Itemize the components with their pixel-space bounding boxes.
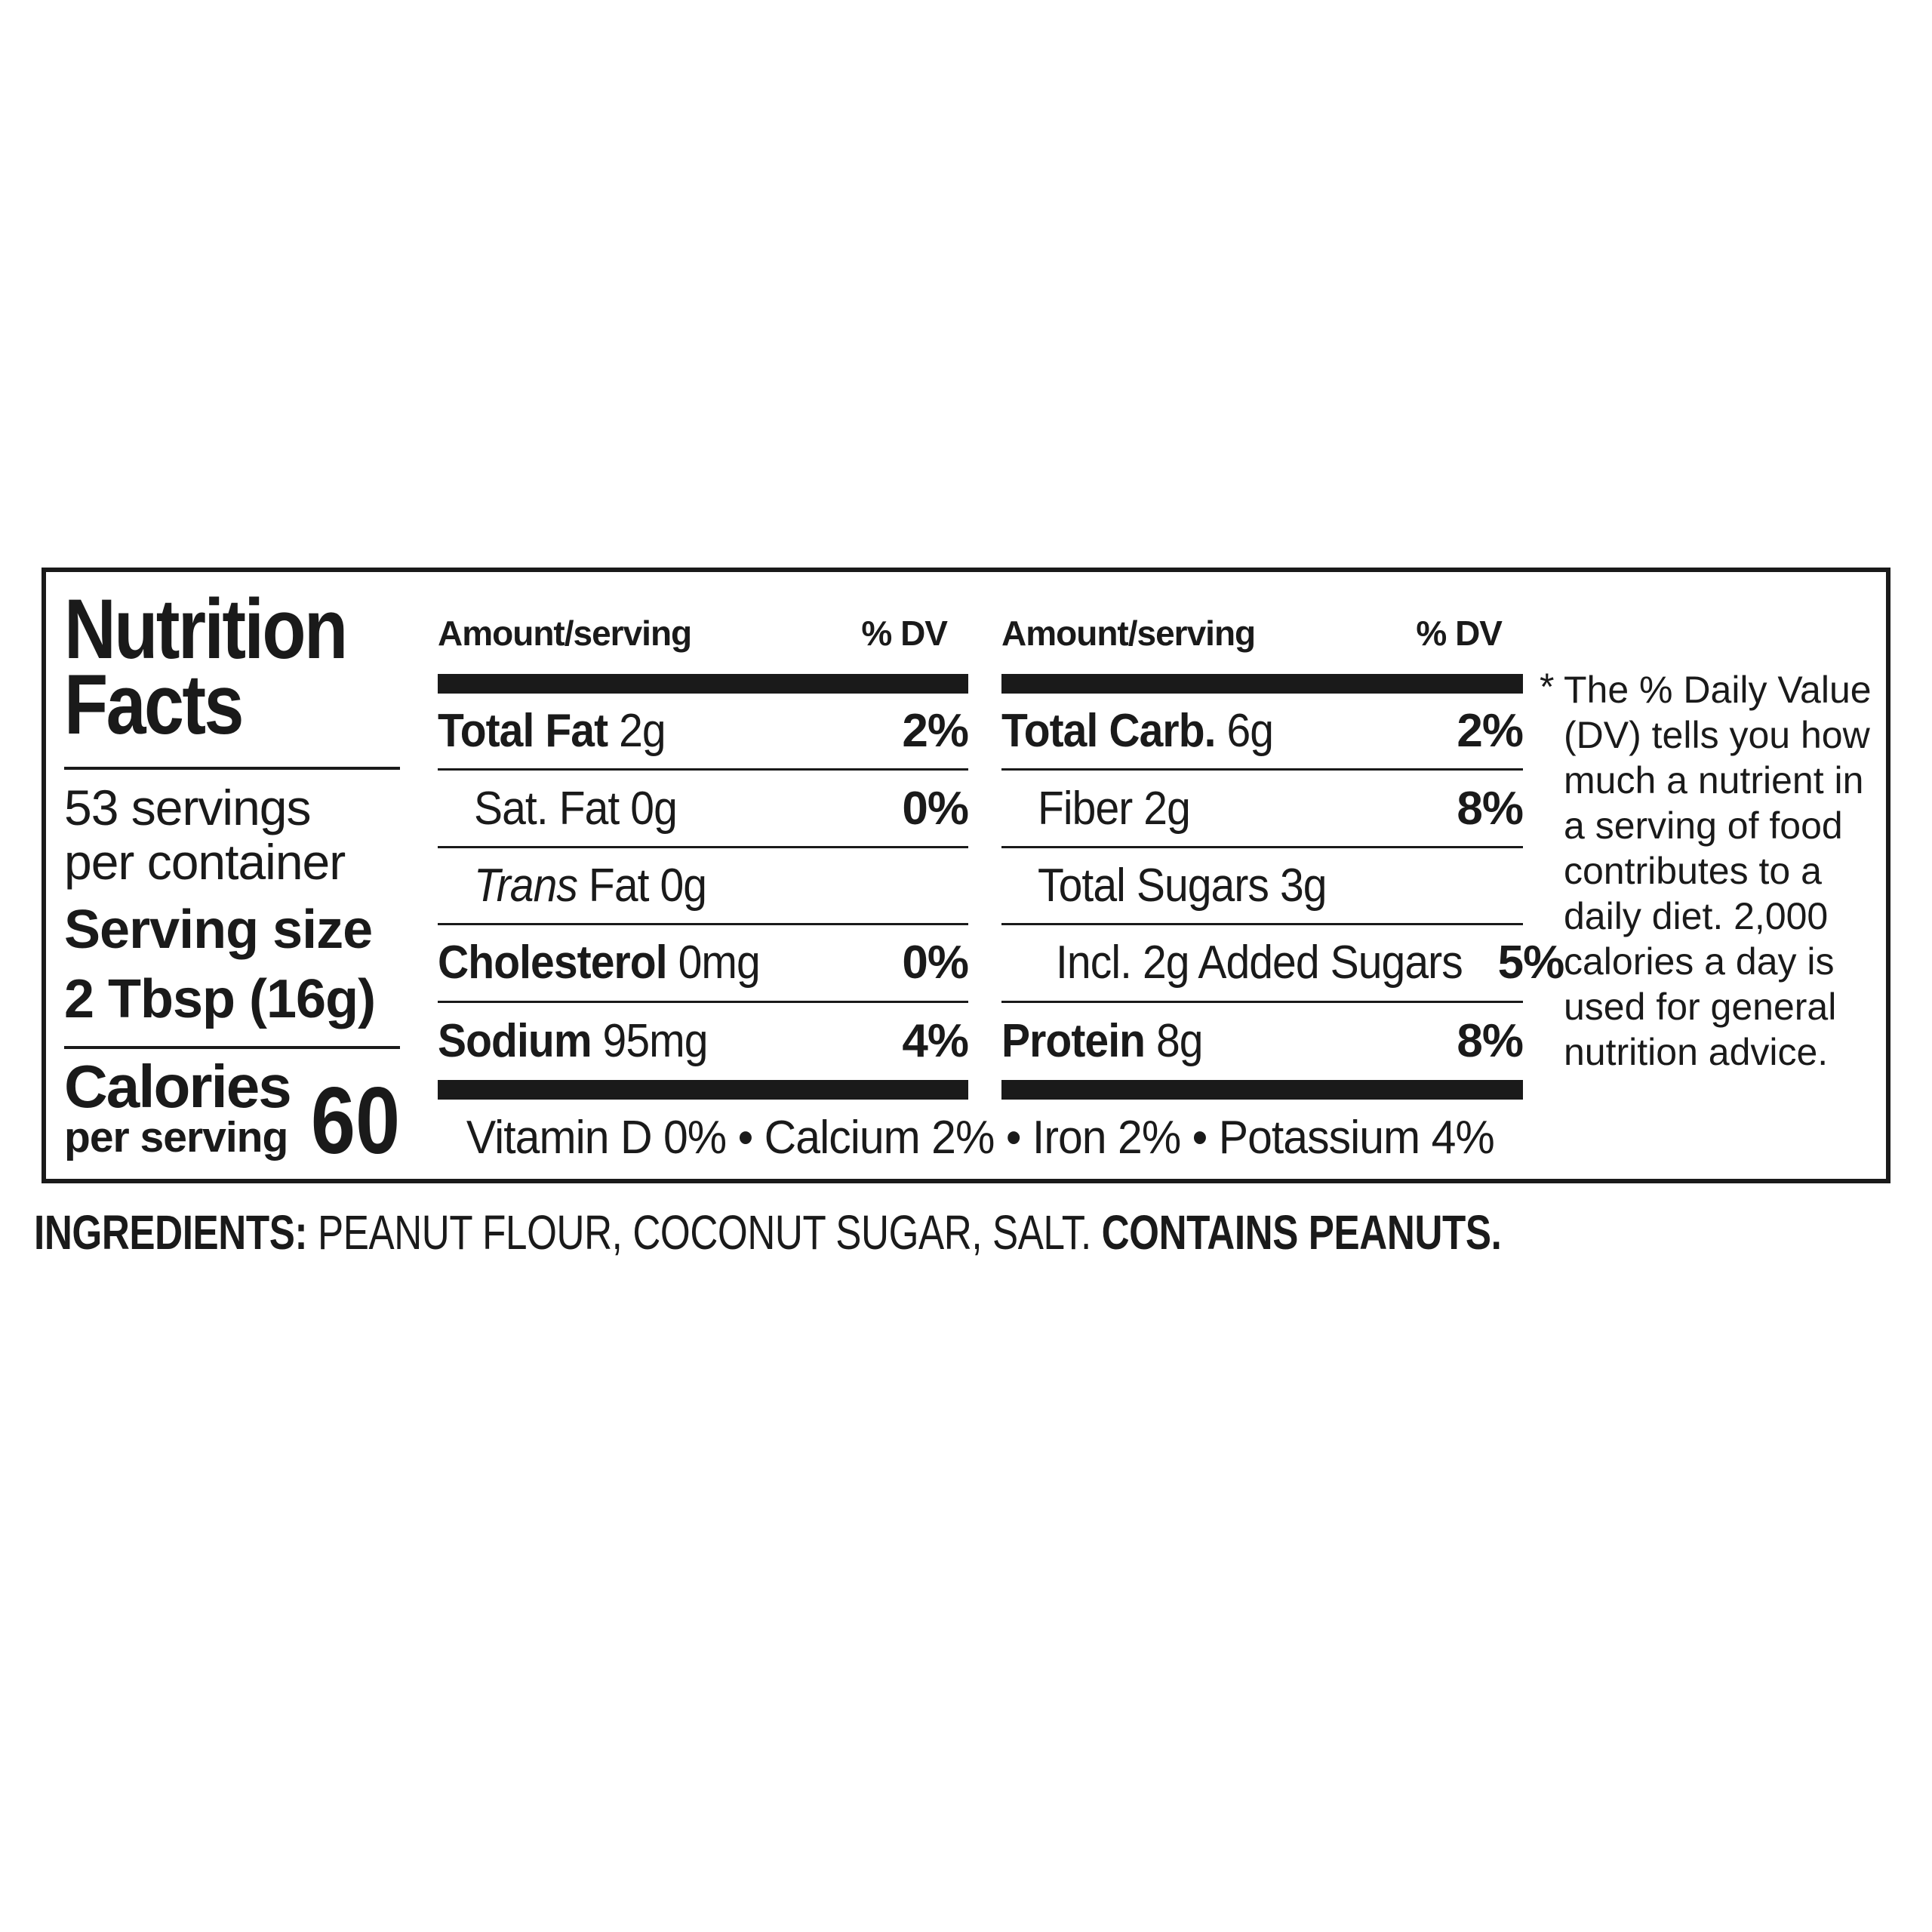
micronutrients-text: Vitamin D 0% • Calcium 2% • Iron 2% • Po… (466, 1111, 1495, 1164)
nutrient-dv-value: 2% (902, 705, 969, 758)
nutrient-row: Incl. 2g Added Sugars 5% (1001, 925, 1564, 1003)
separator-bar (438, 1079, 968, 1100)
nutrient-row: Sodium 95mg 4% (438, 1003, 969, 1080)
nutrient-dv-value: 0% (902, 782, 969, 835)
nutrient-row: Protein 8g 8% (1001, 1003, 1524, 1080)
nutrient-name: Total Fat 2g (438, 705, 666, 758)
nutrient-name: Sodium 95mg (438, 1015, 708, 1068)
separator-bar (1001, 1079, 1523, 1100)
calories-row: Calories per serving 60 (64, 1053, 400, 1174)
nutrient-row: Sat. Fat 0g 0% (438, 771, 969, 848)
calories-label: Calories (64, 1053, 292, 1120)
allergen-statement: CONTAINS PEANUTS. (1101, 1205, 1502, 1260)
servings-per-container: 53 servings per container (64, 780, 346, 890)
nutrient-row: Fiber 2g 8% (1001, 771, 1524, 848)
nutrient-dv-value: 8% (1457, 782, 1524, 835)
nutrient-name: Total Sugars 3g (1038, 859, 1327, 912)
nutrient-dv-value: 2% (1457, 705, 1524, 758)
calories-label-block: Calories per serving (64, 1053, 292, 1161)
nutrient-name: Incl. 2g Added Sugars (1056, 937, 1463, 989)
nutrient-column-1: Amount/serving % DV Total Fat 2g 2% Sat. F… (438, 572, 969, 1100)
column-header: Amount/serving % DV (1001, 572, 1523, 674)
daily-value-footnote: * The % Daily Value (DV) tells you how m… (1540, 666, 1885, 1075)
nutrient-name: Cholesterol 0mg (438, 937, 761, 989)
column-header: Amount/serving % DV (438, 572, 968, 674)
nutrient-dv-value: 5% (1497, 937, 1565, 989)
ingredients-text: INGREDIENTS: PEANUT FLOUR, COCONUT SUGAR… (34, 1205, 1502, 1260)
label-title: Nutrition Facts (64, 582, 348, 752)
nutrient-row: Total Fat 2g 2% (438, 694, 969, 771)
nutrient-rows: Total Carb. 6g 2% Fiber 2g 8% Total Sugars 3… (1001, 694, 1564, 1080)
ingredients-list: PEANUT FLOUR, COCONUT SUGAR, SALT. (317, 1205, 1091, 1260)
ingredients-line: INGREDIENTS: PEANUT FLOUR, COCONUT SUGAR… (34, 1206, 1898, 1259)
footnote-asterisk: * (1540, 666, 1555, 708)
nutrient-name: Protein 8g (1001, 1015, 1204, 1068)
nutrient-row: Total Carb. 6g 2% (1001, 694, 1524, 771)
percent-dv-header: % DV (861, 614, 948, 653)
nutrient-dv-value: 0% (902, 937, 969, 989)
separator-bar (438, 674, 968, 694)
divider (64, 767, 400, 770)
nutrient-column-2: Amount/serving % DV Total Carb. 6g 2% Fibe… (1001, 572, 1564, 1100)
micronutrients-row: Vitamin D 0% • Calcium 2% • Iron 2% • Po… (438, 1100, 1523, 1175)
percent-dv-header: % DV (1416, 614, 1503, 653)
calories-sub-label: per serving (64, 1113, 288, 1161)
nutrition-facts-label: Nutrition Facts 53 servings per containe… (42, 568, 1890, 1183)
divider (64, 1046, 400, 1049)
nutrient-dv-value: 8% (1457, 1015, 1524, 1068)
label-summary-column: Nutrition Facts 53 servings per containe… (64, 572, 400, 1179)
serving-size: Serving size 2 Tbsp (16g) (64, 900, 376, 1029)
nutrient-name: Sat. Fat 0g (474, 782, 678, 835)
footnote-text: The % Daily Value (DV) tells you how muc… (1564, 669, 1872, 1073)
nutrient-dv-value: 4% (902, 1015, 969, 1068)
amount-per-serving-header: Amount/serving (1001, 614, 1256, 653)
amount-per-serving-header: Amount/serving (438, 614, 692, 653)
nutrient-name: Total Carb. 6g (1001, 705, 1274, 758)
calories-value: 60 (310, 1069, 400, 1174)
nutrient-name: Fiber 2g (1038, 782, 1191, 835)
nutrient-row: Cholesterol 0mg 0% (438, 925, 969, 1003)
ingredients-label: INGREDIENTS: (34, 1205, 308, 1260)
separator-bar (1001, 674, 1523, 694)
nutrient-rows: Total Fat 2g 2% Sat. Fat 0g 0% Trans Fat 0g C… (438, 694, 969, 1080)
nutrient-row: Total Sugars 3g (1001, 848, 1523, 926)
nutrient-row: Trans Fat 0g (438, 848, 968, 926)
nutrient-name: Trans Fat 0g (474, 859, 707, 912)
